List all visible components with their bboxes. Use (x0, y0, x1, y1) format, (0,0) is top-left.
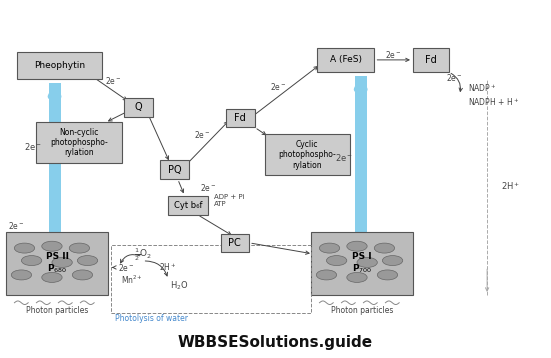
Text: Cyt b₆f: Cyt b₆f (174, 201, 202, 210)
Text: 2e$^-$: 2e$^-$ (199, 182, 217, 193)
Text: WBBSESolutions.guide: WBBSESolutions.guide (178, 335, 373, 350)
Text: Photolysis of water: Photolysis of water (115, 314, 188, 323)
Ellipse shape (327, 256, 347, 266)
Text: Cyclic
photophospho-
rylation: Cyclic photophospho- rylation (278, 140, 336, 170)
Ellipse shape (377, 270, 398, 280)
Text: Non-cyclic
photophospho-
rylation: Non-cyclic photophospho- rylation (50, 127, 108, 158)
Text: NADP$^+$: NADP$^+$ (468, 82, 496, 94)
Text: Fd: Fd (425, 55, 436, 65)
Ellipse shape (382, 256, 403, 266)
Bar (17, 52, 102, 79)
Text: NADPH + H$^+$: NADPH + H$^+$ (468, 96, 519, 108)
Text: 2e$^-$: 2e$^-$ (8, 220, 24, 231)
Ellipse shape (316, 270, 337, 280)
Ellipse shape (374, 243, 395, 253)
Text: A (FeS): A (FeS) (329, 55, 361, 64)
Bar (168, 196, 208, 215)
Text: Photon particles: Photon particles (26, 306, 88, 315)
Text: 2e$^-$: 2e$^-$ (24, 141, 41, 153)
Bar (311, 232, 413, 295)
Text: PQ: PQ (168, 165, 181, 175)
Text: Fd: Fd (234, 113, 246, 123)
Ellipse shape (42, 272, 62, 282)
Text: ADP + Pi
ATP: ADP + Pi ATP (214, 194, 245, 207)
Ellipse shape (347, 272, 367, 282)
Text: Q: Q (135, 102, 143, 112)
Text: PC: PC (229, 238, 241, 248)
Ellipse shape (357, 257, 377, 267)
Ellipse shape (42, 241, 62, 251)
Text: H$_2$O: H$_2$O (170, 280, 188, 292)
Bar (36, 122, 122, 163)
Text: 2e$^-$: 2e$^-$ (270, 81, 287, 92)
Text: 2H$^+$: 2H$^+$ (501, 180, 520, 192)
Bar (317, 48, 375, 72)
Bar (355, 76, 367, 295)
Ellipse shape (21, 256, 42, 266)
Text: 2e$^-$: 2e$^-$ (335, 152, 353, 163)
Bar (220, 233, 249, 252)
Text: 2e$^-$: 2e$^-$ (385, 49, 402, 61)
Bar (160, 160, 188, 179)
Ellipse shape (320, 243, 340, 253)
Ellipse shape (347, 241, 367, 251)
Text: 2e$^-$: 2e$^-$ (194, 129, 210, 140)
Text: Photon particles: Photon particles (331, 306, 393, 315)
Bar (226, 109, 255, 127)
Ellipse shape (11, 270, 31, 280)
Text: PS I
P$_{700}$: PS I P$_{700}$ (352, 252, 372, 275)
Text: 2e$^-$: 2e$^-$ (118, 262, 134, 273)
Ellipse shape (52, 257, 72, 267)
Text: 2H$^+$: 2H$^+$ (159, 262, 177, 273)
Ellipse shape (14, 243, 35, 253)
Text: 2e$^-$: 2e$^-$ (446, 72, 462, 82)
Ellipse shape (72, 270, 93, 280)
Bar (125, 98, 153, 117)
Text: PS II
P$_{680}$: PS II P$_{680}$ (46, 252, 68, 275)
Bar (6, 232, 108, 295)
Ellipse shape (69, 243, 90, 253)
Bar (48, 83, 61, 295)
Text: $\frac{1}{2}$O$_2$: $\frac{1}{2}$O$_2$ (134, 246, 152, 263)
Text: Mn$^{2+}$: Mn$^{2+}$ (121, 274, 143, 286)
Bar (413, 48, 449, 72)
Ellipse shape (77, 256, 98, 266)
Text: 2e$^-$: 2e$^-$ (105, 76, 122, 86)
Bar (264, 134, 350, 175)
Text: Pheophytin: Pheophytin (34, 61, 85, 70)
